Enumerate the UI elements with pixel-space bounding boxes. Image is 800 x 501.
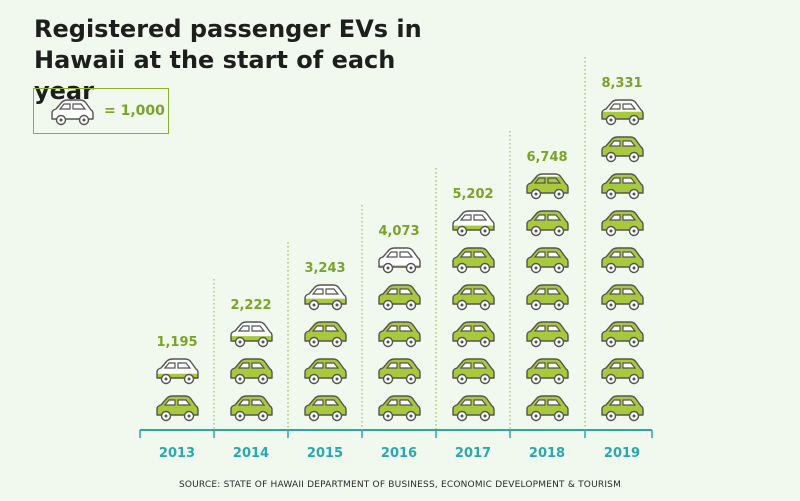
chart-title: Registered passenger EVs in Hawaii at th… <box>34 14 454 107</box>
year-label-2017: 2017 <box>455 446 491 461</box>
car-icon-2018-6 <box>526 210 569 237</box>
car-icon-2018-4 <box>526 284 569 311</box>
car-icon-2017-3 <box>452 321 495 348</box>
car-icon-2017-6 <box>452 210 495 237</box>
legend-box: = 1,000 <box>33 88 169 134</box>
value-label-2019: 8,331 <box>601 76 642 91</box>
value-label-2013: 1,195 <box>156 335 197 350</box>
car-icon-2016-1 <box>378 395 421 422</box>
car-icon-2017-4 <box>452 284 495 311</box>
title-line-2: Hawaii at the start of each year <box>34 46 396 105</box>
car-icon-2019-1 <box>601 395 644 422</box>
year-label-2016: 2016 <box>381 446 417 461</box>
value-label-2014: 2,222 <box>230 298 271 313</box>
value-label-2016: 4,073 <box>378 224 419 239</box>
car-icon-2013-2 <box>156 358 199 385</box>
car-icon-2015-2 <box>304 358 347 385</box>
car-icon-2013-1 <box>156 395 199 422</box>
car-icon-2018-5 <box>526 247 569 274</box>
car-icon-2019-9 <box>601 99 644 126</box>
value-label-2018: 6,748 <box>526 150 567 165</box>
value-label-2017: 5,202 <box>452 187 493 202</box>
year-label-2015: 2015 <box>307 446 343 461</box>
car-icon-2014-2 <box>230 358 273 385</box>
car-icon-2015-4 <box>304 284 347 311</box>
car-icon-2016-4 <box>378 284 421 311</box>
year-label-2014: 2014 <box>233 446 269 461</box>
car-icon-2019-8 <box>601 136 644 163</box>
car-icon-2019-6 <box>601 210 644 237</box>
car-icon-2014-3 <box>230 321 273 348</box>
car-icon-2019-3 <box>601 321 644 348</box>
car-icon-2017-2 <box>452 358 495 385</box>
title-line-1: Registered passenger EVs in <box>34 15 422 43</box>
car-icon-2014-1 <box>230 395 273 422</box>
car-icon-2017-5 <box>452 247 495 274</box>
value-label-2015: 3,243 <box>304 261 345 276</box>
car-icon-2019-4 <box>601 284 644 311</box>
car-icon-2019-5 <box>601 247 644 274</box>
car-icon-2019-2 <box>601 358 644 385</box>
car-icon-2018-7 <box>526 173 569 200</box>
year-label-2018: 2018 <box>529 446 565 461</box>
legend-label: = 1,000 <box>104 103 165 119</box>
car-icon-2018-2 <box>526 358 569 385</box>
car-icon-2016-3 <box>378 321 421 348</box>
car-icon <box>51 99 94 126</box>
car-icon-2018-3 <box>526 321 569 348</box>
car-icon-2018-1 <box>526 395 569 422</box>
car-icon-2016-2 <box>378 358 421 385</box>
car-icon-2017-1 <box>452 395 495 422</box>
source-note: SOURCE: STATE OF HAWAII DEPARTMENT OF BU… <box>178 480 622 490</box>
car-icon-2015-1 <box>304 395 347 422</box>
year-label-2019: 2019 <box>604 446 640 461</box>
car-icon-2019-7 <box>601 173 644 200</box>
year-label-2013: 2013 <box>159 446 195 461</box>
car-icon-2015-3 <box>304 321 347 348</box>
car-icon-2016-5 <box>378 247 421 274</box>
